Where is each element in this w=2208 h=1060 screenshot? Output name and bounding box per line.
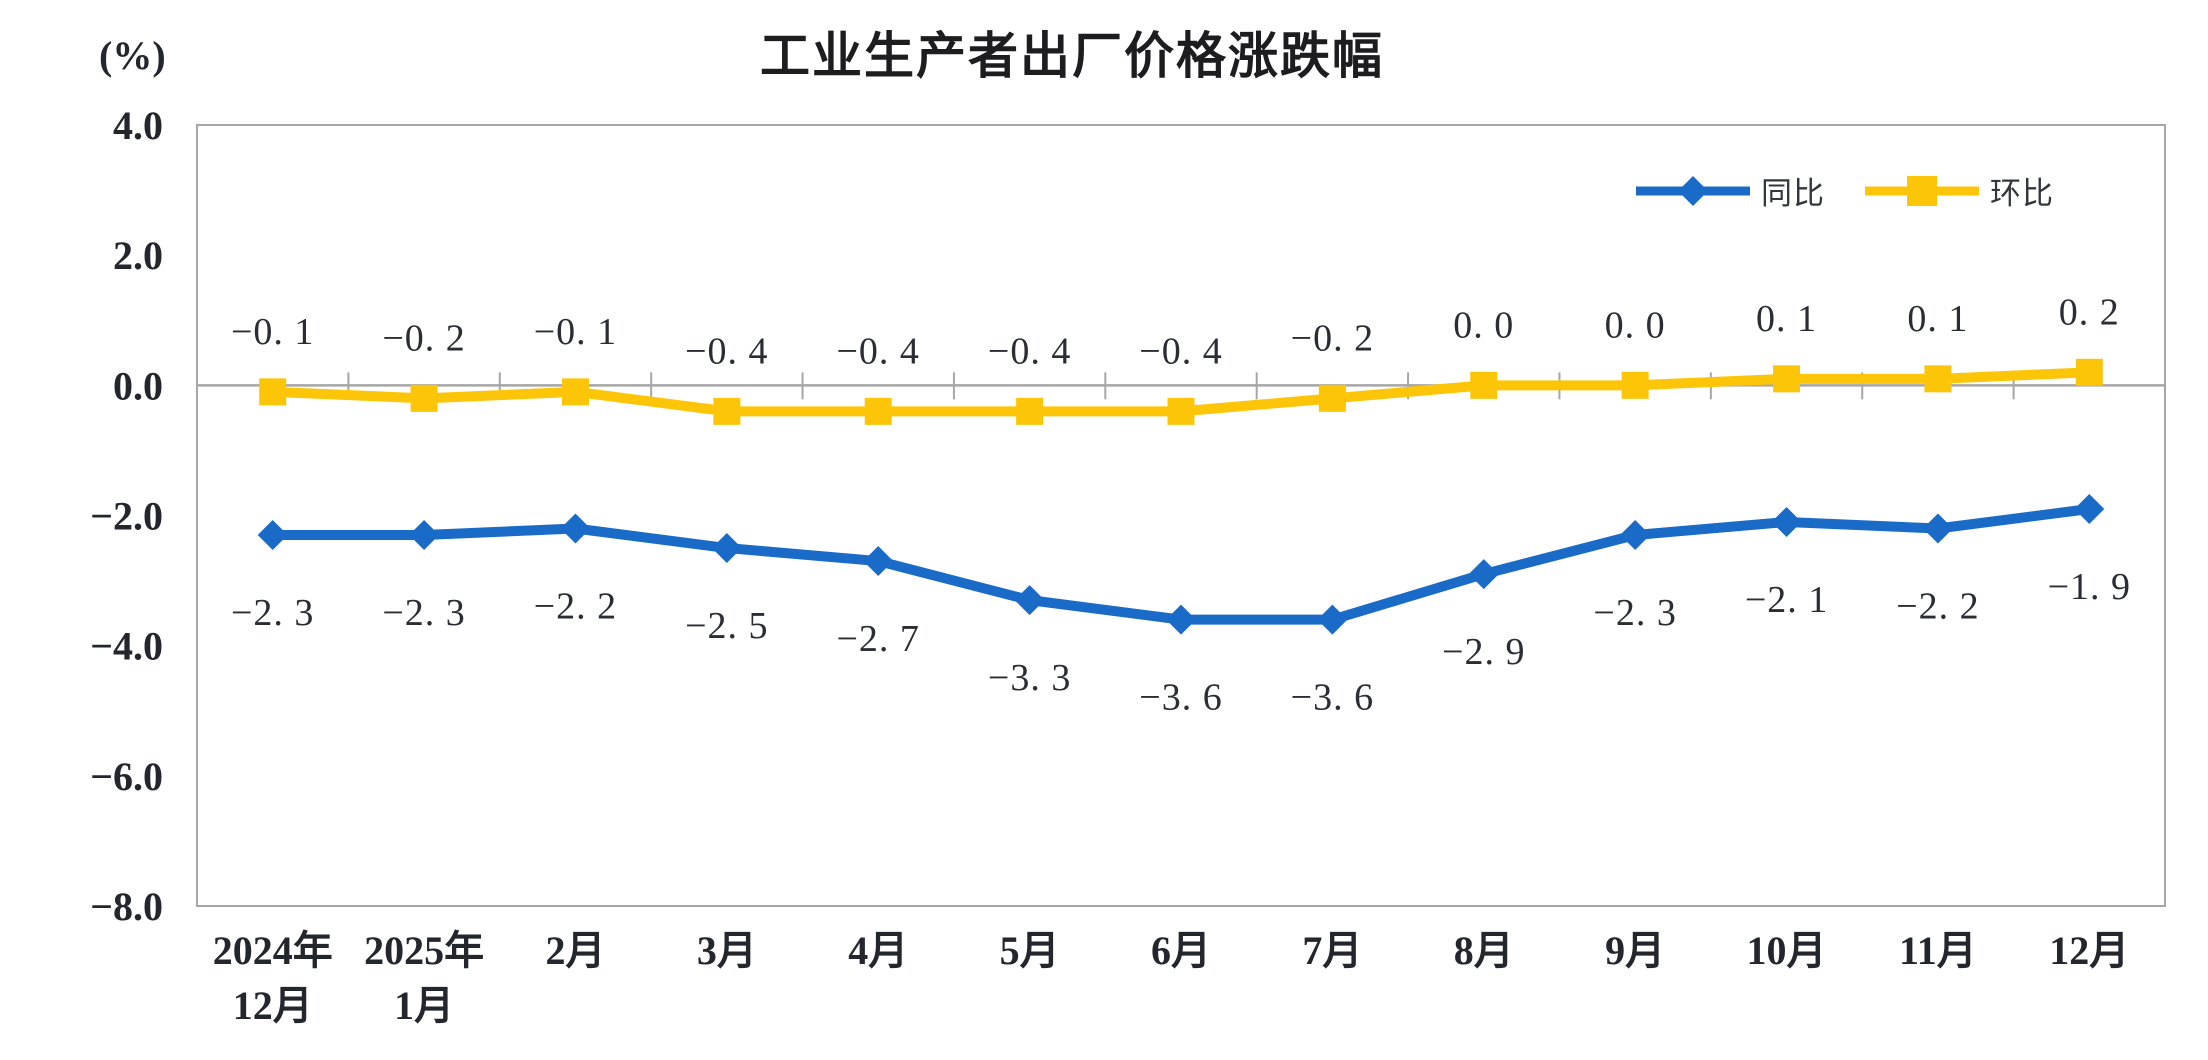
series-1-marker [561,378,589,406]
chart-title: 工业生产者出厂价格涨跌幅 [760,28,1384,84]
data-label: 0. 0 [1453,304,1514,346]
x-axis-label: 7月 [1302,928,1362,973]
y-axis-tick-label: −2.0 [90,494,163,539]
data-label: −0. 4 [685,330,768,372]
series-0-marker [1317,604,1348,635]
series-1-marker [410,384,438,412]
series-1-marker [259,378,287,406]
x-axis-label: 9月 [1605,928,1665,973]
series-0-marker [257,520,288,551]
data-label: −0. 1 [534,311,617,353]
x-axis-label: 12月 [2049,928,2129,973]
x-axis-label: 8月 [1454,928,1514,973]
data-label: −2. 3 [231,592,314,634]
x-axis-label: 2月 [545,928,605,973]
data-label: −2. 5 [685,605,768,647]
y-axis-unit-label: (%) [99,33,166,78]
series-0-marker [1771,507,1802,538]
legend-item-tongbi: 同比 [1634,168,1825,213]
data-label: −0. 4 [1139,330,1222,372]
data-label: −0. 1 [231,311,314,353]
series-0-marker [409,520,440,551]
data-label: 0. 1 [1756,298,1817,340]
data-label: −2. 9 [1442,631,1525,673]
series-1-marker [713,397,741,425]
data-label: 0. 0 [1605,304,1666,346]
data-label: −0. 4 [837,330,920,372]
series-1-marker [1016,397,1044,425]
series-0-marker [1620,520,1651,551]
data-label: 0. 1 [1907,298,1968,340]
y-axis-tick-label: 4.0 [113,103,163,148]
series-0-marker [711,533,742,564]
series-0-marker [863,546,894,577]
legend-item-huanbi: 环比 [1863,168,2054,213]
series-1-marker [1773,365,1801,393]
x-axis-label: 2025年 1月 [364,928,484,1028]
series-0-marker [1166,604,1196,635]
series-0-marker [1468,559,1499,590]
data-label: −3. 3 [988,657,1071,699]
tongbi-line-diamond-icon [1636,175,1750,206]
x-axis-label: 11月 [1899,928,1977,973]
series-1-marker [1924,365,1952,393]
series-1-marker [1621,371,1649,399]
plot-border [196,124,2166,907]
data-label: −0. 2 [1291,317,1374,359]
x-axis-label: 3月 [697,928,757,973]
data-label: −0. 2 [382,317,465,359]
series-0-marker [1014,585,1045,616]
y-axis-tick-label: 2.0 [113,233,163,278]
data-label: −2. 3 [382,592,465,634]
data-label: 0. 2 [2059,291,2120,333]
series-1-marker [1470,371,1498,399]
series-1-marker [1318,384,1346,412]
legend-label-huanbi: 环比 [1990,176,2054,211]
data-label: −2. 3 [1593,592,1676,634]
data-label: −0. 4 [988,330,1071,372]
data-label: −2. 7 [837,618,920,660]
legend: 同比 环比 [1634,168,2054,213]
data-label: −1. 9 [2048,566,2131,608]
legend-label-tongbi: 同比 [1761,176,1825,211]
data-label: −2. 2 [534,586,617,628]
series-1-marker [864,397,892,425]
series-0-marker [1922,513,1953,544]
data-label: −2. 1 [1745,579,1828,621]
data-label: −3. 6 [1139,677,1222,719]
x-axis-label: 4月 [848,928,908,973]
huanbi-line-square-icon [1865,175,1979,206]
x-axis-label: 6月 [1151,928,1211,973]
data-label: −3. 6 [1291,677,1374,719]
x-axis-label: 10月 [1747,928,1827,973]
series-1-marker [2075,358,2103,386]
y-axis-tick-label: −6.0 [90,754,163,799]
series-0-marker [2074,493,2105,524]
y-axis-tick-label: −8.0 [90,884,163,929]
data-label: −2. 2 [1896,586,1979,628]
x-axis-label: 5月 [1000,928,1060,973]
y-axis-tick-label: −4.0 [90,624,163,669]
x-axis-label: 2024年 12月 [213,928,333,1028]
y-axis-tick-label: 0.0 [113,363,163,408]
series-1-marker [1167,397,1195,425]
series-0-marker [560,513,591,544]
